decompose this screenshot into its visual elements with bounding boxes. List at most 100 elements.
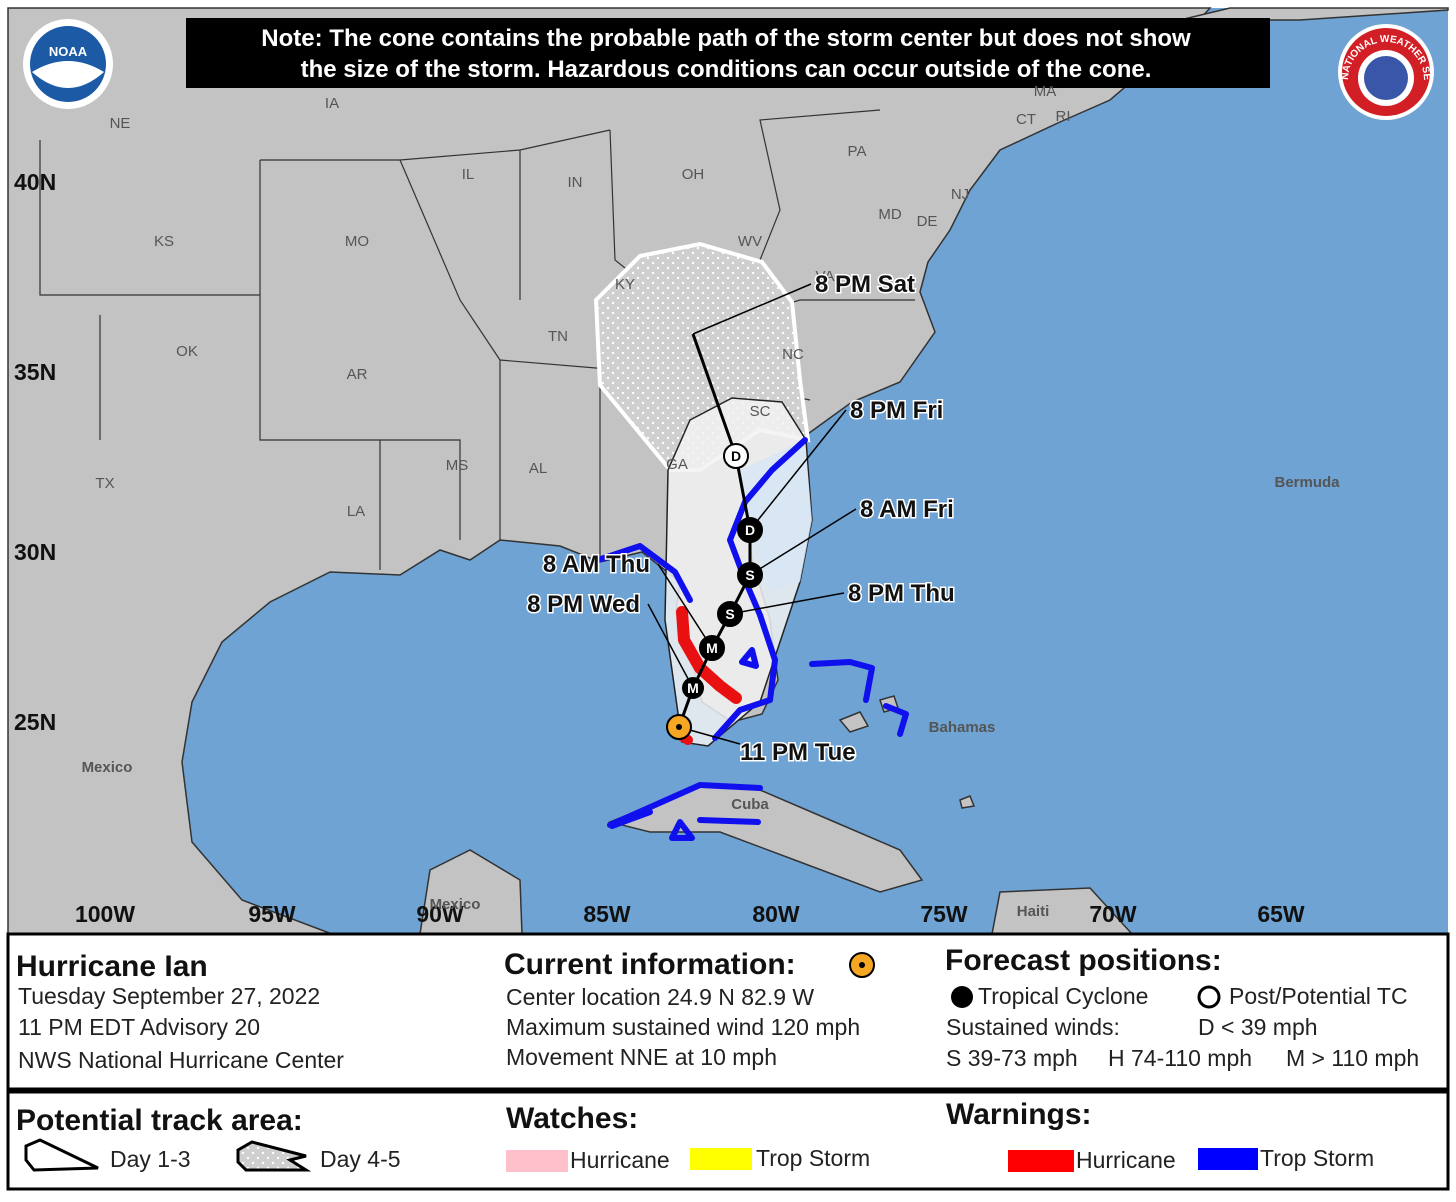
state-label: MA: [1034, 83, 1057, 100]
leader: [729, 592, 845, 615]
warn-hurricane: Hurricane: [1076, 1147, 1176, 1173]
warn-hurricane-swatch: [1008, 1150, 1074, 1172]
wind-range: D < 39 mph: [1198, 1014, 1318, 1040]
state-label: PA: [848, 143, 867, 160]
state-label: TN: [548, 328, 568, 345]
state-label: IL: [462, 166, 475, 183]
marker-letter: M: [706, 640, 718, 656]
place-label: Bermuda: [1274, 474, 1340, 491]
leader: [749, 409, 847, 531]
forecast-marker: [717, 601, 743, 627]
day45-icon: [236, 1140, 312, 1172]
state-label: MD: [878, 206, 901, 223]
storm-name: Hurricane Ian: [16, 950, 208, 983]
noaa-logo: NOAA: [23, 19, 113, 109]
warn-storm: Trop Storm: [1260, 1145, 1374, 1171]
state-label: VA: [816, 268, 835, 285]
winds: Sustained winds:: [946, 1014, 1120, 1040]
state-label: AR: [347, 366, 368, 383]
day13-icon: [24, 1138, 99, 1172]
state-label: IA: [325, 95, 339, 112]
state-label: WV: [738, 233, 762, 250]
current-position: [676, 724, 682, 730]
current-title: Current information:: [504, 948, 796, 981]
place-label: Cuba: [731, 796, 769, 813]
state-label: KY: [615, 276, 635, 293]
marker-letter: S: [725, 606, 734, 622]
wind-range: H 74-110 mph: [1108, 1045, 1252, 1071]
state-label: IN: [568, 174, 583, 191]
state-label: DE: [917, 213, 938, 230]
note-line: the size of the storm. Hazardous conditi…: [301, 56, 1152, 83]
warn-storm-swatch: [1198, 1148, 1258, 1170]
state-label: MO: [345, 233, 369, 250]
lat-label: 35N: [14, 359, 56, 385]
lon-label: 70W: [1089, 901, 1137, 927]
center: NWS National Hurricane Center: [18, 1047, 344, 1073]
day13-label: Day 1-3: [110, 1146, 191, 1172]
watch-storm: Trop Storm: [756, 1145, 870, 1171]
leader: [647, 603, 694, 689]
current-icon: [859, 962, 865, 968]
forecast-marker: [723, 443, 749, 469]
legend-panel: [6, 1090, 1450, 1191]
lon-label: 90W: [416, 901, 464, 927]
state-label: KS: [154, 233, 174, 250]
forecast-marker: [699, 635, 725, 661]
marker-letter: D: [731, 448, 741, 464]
state-label: OK: [176, 343, 198, 360]
state-label: AL: [529, 460, 547, 477]
track-dot: [682, 677, 704, 699]
lon-label: 85W: [583, 901, 631, 927]
watches-title: Watches:: [506, 1102, 638, 1135]
time-label: 8 PM Sat: [815, 271, 915, 298]
place-label: Haiti: [1017, 903, 1050, 920]
note-box: [186, 18, 1270, 88]
lat-label: 40N: [14, 169, 56, 195]
wind-range: M > 110 mph: [1286, 1045, 1419, 1071]
wind-range: S 39-73 mph: [946, 1045, 1078, 1071]
lon-label: 75W: [920, 901, 968, 927]
place-label: Mexico: [82, 759, 133, 776]
place-label: Mexico: [430, 896, 481, 913]
tc-label: Tropical Cyclone: [978, 983, 1148, 1009]
state-label: OH: [682, 166, 705, 183]
time-label: 8 PM Fri: [850, 397, 943, 424]
state-label: RI: [1056, 108, 1071, 125]
state-label: NC: [782, 346, 804, 363]
time-label: 8 AM Fri: [860, 496, 954, 523]
post-label: Post/Potential TC: [1229, 983, 1408, 1009]
state-label: CT: [1016, 111, 1036, 128]
forecast-marker: [737, 517, 763, 543]
place-label: Bahamas: [929, 719, 996, 736]
time-label: 11 PM Tue: [740, 739, 856, 766]
leader: [749, 508, 857, 576]
warnings-title: Warnings:: [946, 1098, 1092, 1131]
info-panel: [6, 932, 1450, 1091]
logo-text: NOAA: [49, 44, 88, 59]
current-line: Maximum sustained wind 120 mph: [506, 1014, 860, 1040]
forecast-marker: [737, 562, 763, 588]
marker-letter: D: [745, 522, 755, 538]
lat-label: 25N: [14, 709, 56, 735]
state-label: SC: [750, 403, 771, 420]
lon-label: 80W: [752, 901, 800, 927]
state-label: TX: [95, 475, 114, 492]
post-icon: [1197, 985, 1221, 1009]
lat-label: 30N: [14, 539, 56, 565]
track: 11 PM Tue 8 PM Wed 8 AM Thu 8 PM Thu 8 AM Fr…: [526, 270, 957, 768]
state-label: LA: [347, 503, 365, 520]
lon-label: 65W: [1257, 901, 1305, 927]
day45-label: Day 4-5: [320, 1146, 401, 1172]
watch-hurricane-swatch: [506, 1150, 568, 1172]
note-line: Note: The cone contains the probable pat…: [261, 25, 1191, 52]
leader: [657, 563, 713, 649]
watch-storm-swatch: [690, 1148, 752, 1170]
date: Tuesday September 27, 2022: [18, 983, 320, 1009]
current-line: Movement NNE at 10 mph: [506, 1044, 777, 1070]
track-title: Potential track area:: [16, 1104, 303, 1137]
state-label: GA: [666, 456, 688, 473]
marker-letter: M: [687, 680, 699, 696]
state-label: NJ: [951, 186, 969, 203]
